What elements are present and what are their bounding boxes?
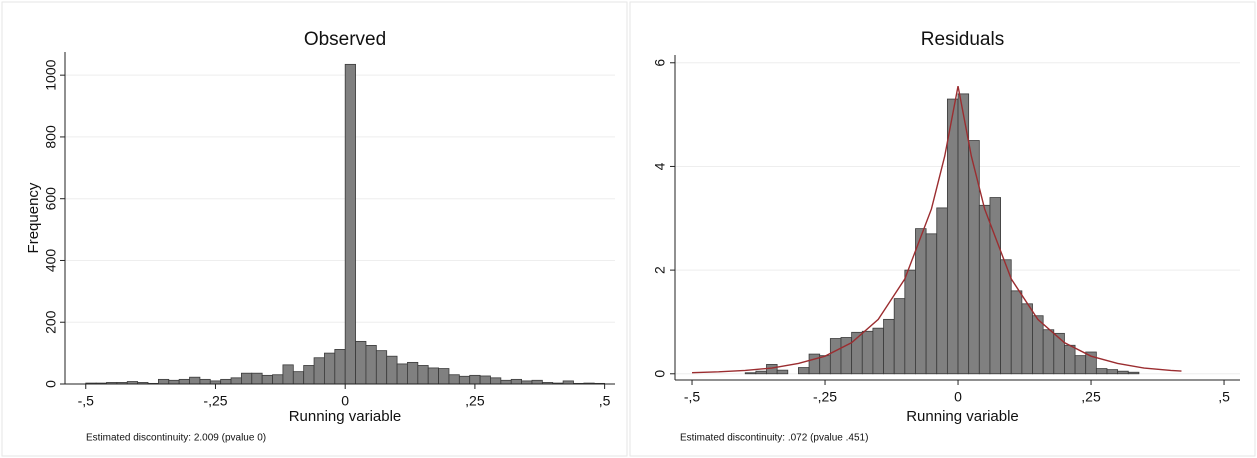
x-tick-label: -,25 bbox=[813, 389, 837, 405]
y-tick-label: 800 bbox=[43, 125, 59, 149]
x-tick-label: 0 bbox=[954, 389, 962, 405]
bar bbox=[157, 378, 170, 385]
x-tick-label: ,25 bbox=[465, 393, 485, 409]
bar bbox=[531, 379, 543, 385]
bar bbox=[189, 376, 201, 385]
bar bbox=[872, 327, 884, 375]
bar bbox=[282, 364, 294, 385]
bar bbox=[904, 269, 916, 375]
bar bbox=[458, 375, 471, 385]
bar bbox=[1127, 371, 1140, 375]
bar bbox=[968, 140, 980, 375]
bar bbox=[241, 372, 253, 385]
y-tick-label: 6 bbox=[652, 59, 668, 67]
bar bbox=[230, 377, 242, 385]
bar bbox=[355, 340, 367, 385]
y-tick-label: 600 bbox=[43, 187, 59, 211]
bar bbox=[861, 330, 874, 375]
bar bbox=[438, 368, 450, 385]
bar bbox=[1064, 344, 1076, 375]
chart-title: Observed bbox=[304, 29, 386, 50]
y-tick-label: 1000 bbox=[43, 59, 59, 90]
x-tick-label: -,5 bbox=[684, 389, 701, 405]
bar bbox=[1053, 332, 1065, 375]
bar bbox=[272, 374, 284, 385]
bar bbox=[417, 365, 429, 385]
y-tick-label: 0 bbox=[43, 380, 59, 388]
bar bbox=[365, 344, 377, 385]
bar bbox=[427, 367, 439, 385]
x-tick-label: 0 bbox=[341, 393, 349, 409]
panel-frame bbox=[1, 1, 628, 457]
bar bbox=[1074, 355, 1087, 375]
x-tick-label: ,5 bbox=[599, 393, 611, 409]
bar bbox=[1095, 368, 1108, 375]
bar bbox=[407, 361, 419, 385]
bar bbox=[375, 350, 388, 385]
bar bbox=[946, 98, 959, 375]
x-tick-label: ,5 bbox=[1218, 389, 1230, 405]
bar bbox=[819, 355, 831, 375]
y-tick-label: 0 bbox=[652, 370, 668, 378]
x-tick-label: -,25 bbox=[203, 393, 227, 409]
note: Estimated discontinuity: .072 (pvalue .4… bbox=[680, 433, 868, 444]
note: Estimated discontinuity: 2.009 (pvalue 0… bbox=[86, 433, 266, 444]
x-tick-label: ,25 bbox=[1081, 389, 1101, 405]
y-tick-label: 4 bbox=[652, 162, 668, 170]
bar bbox=[744, 372, 757, 375]
bar bbox=[1010, 290, 1023, 375]
bar bbox=[334, 349, 346, 385]
bar bbox=[989, 197, 1001, 375]
bar bbox=[303, 365, 315, 385]
bar bbox=[978, 204, 991, 375]
y-axis-label: Frequency bbox=[25, 182, 42, 253]
bar bbox=[798, 367, 810, 375]
bar bbox=[1117, 370, 1129, 375]
bar bbox=[936, 207, 948, 375]
bar bbox=[199, 378, 211, 385]
bar bbox=[829, 338, 842, 375]
bar bbox=[313, 357, 325, 385]
bar bbox=[178, 378, 190, 385]
x-tick-label: -,5 bbox=[78, 393, 95, 409]
bar bbox=[292, 371, 305, 385]
bar bbox=[469, 374, 481, 385]
bar bbox=[479, 375, 491, 385]
bar bbox=[1106, 369, 1119, 375]
x-axis-label: Running variable bbox=[906, 408, 1019, 425]
bar bbox=[448, 374, 460, 385]
y-tick-label: 2 bbox=[652, 266, 668, 274]
bar bbox=[490, 377, 502, 385]
bar bbox=[1000, 259, 1012, 375]
bar bbox=[168, 379, 180, 385]
bar bbox=[1042, 329, 1055, 375]
bar bbox=[396, 363, 408, 385]
bar bbox=[220, 378, 232, 385]
y-tick-label: 200 bbox=[43, 310, 59, 334]
bar bbox=[1021, 303, 1033, 375]
bar bbox=[766, 364, 778, 375]
bar bbox=[925, 233, 938, 375]
bar bbox=[1085, 351, 1097, 375]
bar bbox=[324, 352, 336, 385]
density-curve bbox=[692, 85, 1182, 374]
bar bbox=[755, 370, 767, 375]
bar bbox=[510, 378, 523, 385]
bar bbox=[915, 228, 927, 375]
bar bbox=[344, 63, 356, 385]
chart-title: Residuals bbox=[921, 29, 1004, 50]
y-tick-label: 400 bbox=[43, 249, 59, 273]
bar bbox=[1032, 315, 1044, 375]
bar bbox=[500, 379, 512, 385]
bar bbox=[808, 353, 821, 375]
bar bbox=[893, 298, 906, 375]
bar bbox=[776, 369, 789, 375]
bar bbox=[883, 318, 895, 375]
x-axis-label: Running variable bbox=[289, 408, 402, 425]
bar bbox=[261, 374, 273, 385]
bar bbox=[386, 355, 398, 385]
bar bbox=[251, 372, 263, 385]
